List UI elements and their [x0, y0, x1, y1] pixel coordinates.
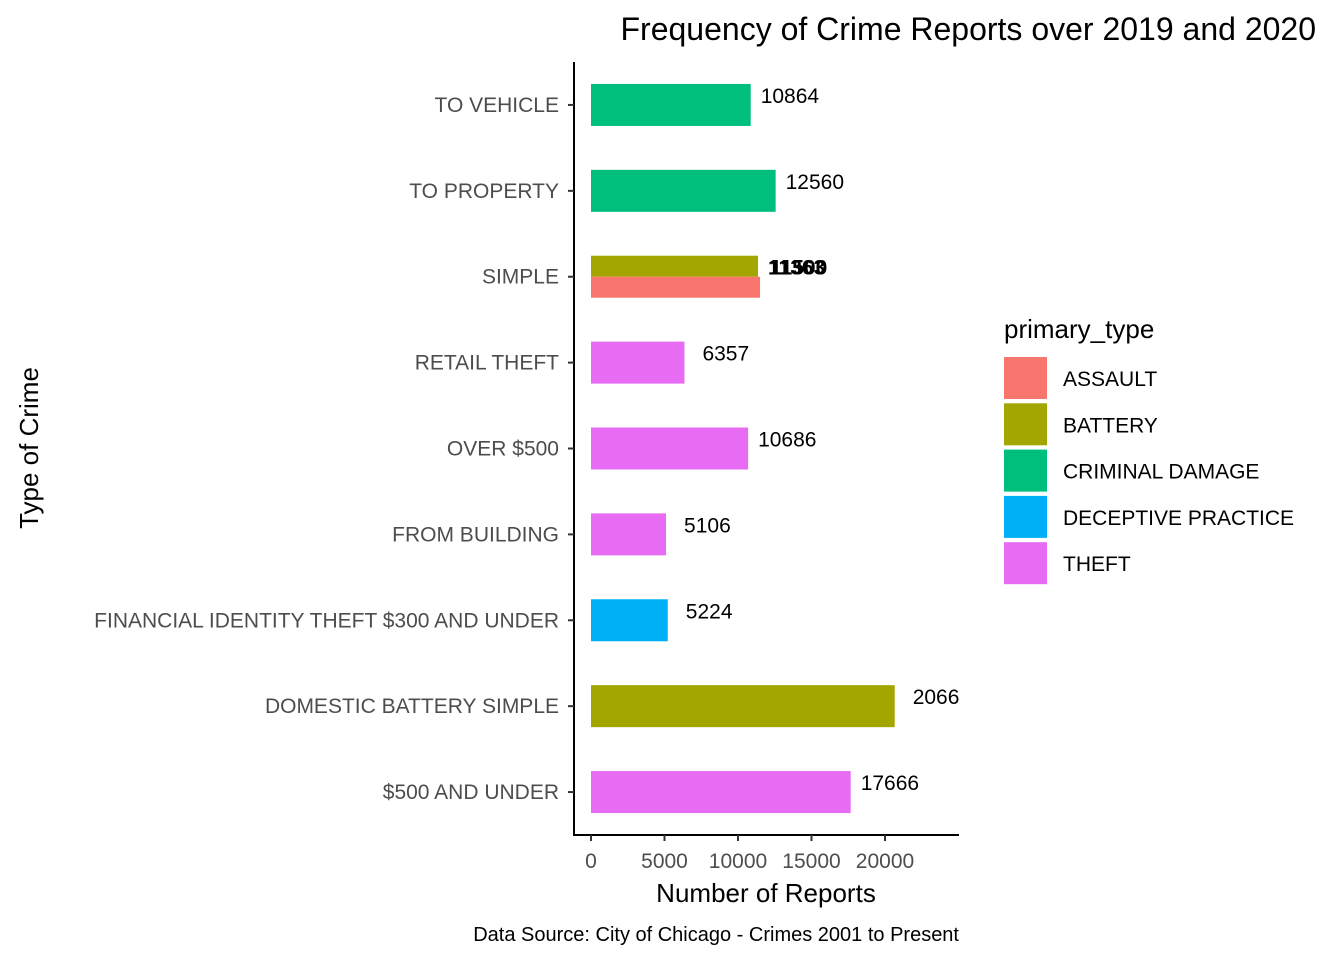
y-tick-label-retail-theft: RETAIL THEFT — [415, 352, 559, 375]
data-label-over-500-theft: 10686 — [758, 429, 816, 452]
y-tick-label-to-vehicle: TO VEHICLE — [435, 94, 559, 117]
x-axis: 0 5000 10000 15000 20000 — [585, 835, 914, 873]
legend-label-deceptive-practice: DECEPTIVE PRACTICE — [1063, 507, 1294, 530]
x-tick-label-15000: 15000 — [782, 850, 840, 873]
x-axis-title: Number of Reports — [656, 878, 876, 908]
data-source-caption: Data Source: City of Chicago - Crimes 20… — [473, 924, 959, 946]
legend-label-criminal-damage: CRIMINAL DAMAGE — [1063, 461, 1259, 484]
bar-from-building-theft — [591, 513, 667, 556]
y-tick-label-domestic-battery-simple: DOMESTIC BATTERY SIMPLE — [265, 695, 559, 718]
legend-label-assault: ASSAULT — [1063, 368, 1157, 391]
data-label-retail-theft-theft: 6357 — [702, 343, 749, 366]
bars-layer — [591, 83, 895, 814]
data-label-domestic-battery-simple-battery: 2066 — [913, 686, 960, 709]
y-tick-label-financial-identity-theft-300-and-under: FINANCIAL IDENTITY THEFT $300 AND UNDER — [94, 609, 559, 632]
data-label-simple-assault: 11500 — [770, 257, 827, 280]
x-tick-label-5000: 5000 — [641, 850, 688, 873]
data-label-500-and-under-theft: 17666 — [861, 772, 919, 795]
bar-simple-assault — [591, 276, 761, 298]
legend-key-theft — [1004, 542, 1047, 585]
legend-title: primary_type — [1004, 314, 1154, 344]
legend-key-deceptive-practice — [1004, 495, 1047, 538]
bar-domestic-battery-simple-battery — [591, 685, 895, 728]
data-label-simple-battery: 11363 — [768, 257, 825, 280]
legend-items: ASSAULT BATTERY CRIMINAL DAMAGE DECEPTIVE P… — [1004, 357, 1294, 585]
data-label-financial-identity-theft-300-and-under-deceptive-practice: 5224 — [686, 600, 733, 623]
x-tick-label-0: 0 — [585, 850, 597, 873]
legend-label-theft: THEFT — [1063, 553, 1131, 576]
legend-label-battery: BATTERY — [1063, 414, 1158, 437]
legend: primary_type ASSAULT BATTERY CRIMINAL DAMA… — [1004, 314, 1294, 585]
bar-500-and-under-theft — [591, 771, 851, 814]
legend-key-battery — [1004, 403, 1047, 446]
bar-to-property-criminal-damage — [591, 169, 776, 212]
y-tick-label-from-building: FROM BUILDING — [392, 523, 559, 546]
x-tick-label-20000: 20000 — [856, 850, 914, 873]
y-axis: TO VEHICLE TO PROPERTY SIMPLE RETAIL THEFT O… — [94, 94, 574, 804]
bar-financial-identity-theft-300-and-under-deceptive-practice — [591, 599, 668, 642]
y-tick-label-over-500: OVER $500 — [447, 438, 559, 461]
bar-to-vehicle-criminal-damage — [591, 83, 751, 126]
x-tick-label-10000: 10000 — [709, 850, 767, 873]
bar-simple-battery — [591, 255, 759, 277]
legend-key-assault — [1004, 357, 1047, 399]
y-tick-label-to-property: TO PROPERTY — [409, 180, 559, 203]
chart-title: Frequency of Crime Reports over 2019 and… — [621, 11, 1317, 47]
y-tick-label-simple: SIMPLE — [482, 266, 559, 289]
bar-over-500-theft — [591, 427, 749, 470]
bar-retail-theft-theft — [591, 341, 685, 384]
y-axis-title: Type of Crime — [14, 367, 44, 529]
data-label-to-vehicle-criminal-damage: 10864 — [761, 85, 820, 108]
y-tick-label-500-and-under: $500 AND UNDER — [383, 781, 559, 804]
data-label-to-property-criminal-damage: 12560 — [786, 171, 844, 194]
legend-key-criminal-damage — [1004, 449, 1047, 492]
data-label-from-building-theft: 5106 — [684, 514, 731, 537]
